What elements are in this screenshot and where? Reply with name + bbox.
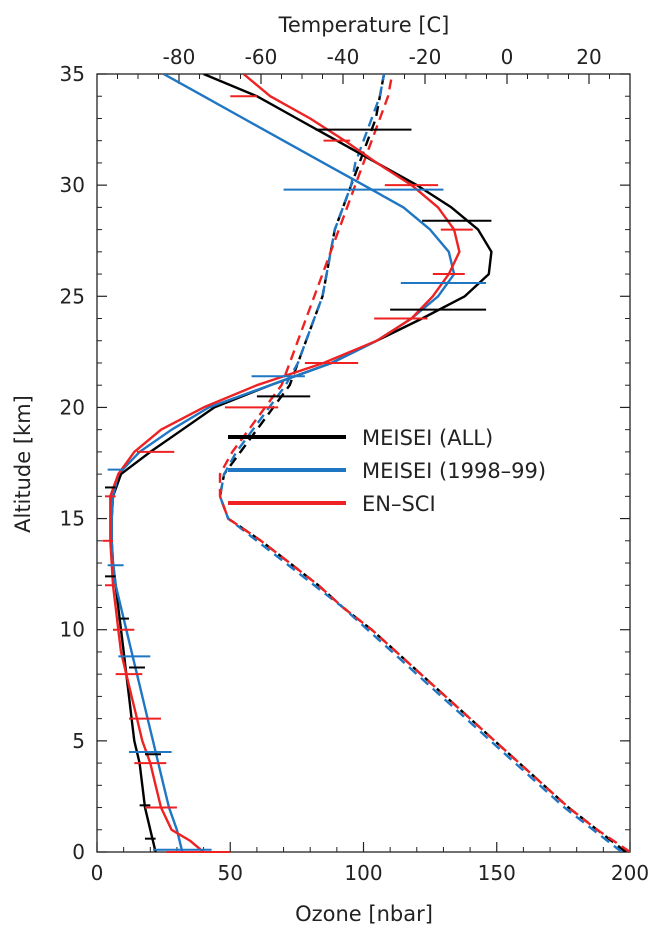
x-top-tick-label: -80 [163, 45, 196, 69]
y-tick-label: 35 [60, 62, 85, 86]
x-top-tick-label: -60 [245, 45, 278, 69]
y-tick-label: 0 [72, 840, 85, 864]
ozone-lines-group [109, 74, 493, 852]
x-bottom-axis-title: Ozone [nbar] [295, 902, 433, 926]
ozone-line [110, 74, 493, 852]
x-top-tick-label: 0 [501, 45, 514, 69]
y-tick-label: 15 [60, 507, 85, 531]
error-bars-group [102, 95, 492, 853]
y-axis-title: Altitude [km] [11, 395, 35, 533]
x-top-tick-label: -20 [409, 45, 442, 69]
legend-label: MEISEI (ALL) [362, 426, 493, 450]
x-bottom-tick-label: 0 [91, 861, 104, 885]
temperature-line [218, 74, 623, 852]
legend-label: EN–SCI [362, 492, 436, 516]
y-tick-label: 20 [60, 395, 85, 419]
temperature-lines-group [218, 74, 630, 852]
ozone-line [110, 74, 456, 852]
axes-frame-group [96, 73, 631, 853]
y-tick-label: 30 [60, 173, 85, 197]
y-tick-label: 10 [60, 618, 85, 642]
y-tick-label: 5 [72, 729, 85, 753]
x-top-tick-label: 20 [576, 45, 601, 69]
temperature-line [218, 74, 630, 852]
temperature-line [218, 74, 627, 852]
legend-label: MEISEI (1998–99) [362, 459, 546, 483]
y-tick-label: 25 [60, 284, 85, 308]
x-bottom-tick-label: 50 [218, 861, 243, 885]
x-bottom-tick-label: 100 [344, 861, 382, 885]
x-bottom-tick-label: 150 [478, 861, 516, 885]
x-top-axis-title: Temperature [C] [278, 13, 450, 37]
ozone-line [109, 74, 461, 852]
legend: MEISEI (ALL) MEISEI (1998–99) EN–SCI [228, 426, 546, 516]
x-bottom-tick-label: 200 [611, 861, 649, 885]
axis-labels-group: Temperature [C] Ozone [nbar] Altitude [k… [11, 13, 649, 926]
x-top-tick-label: -40 [327, 45, 360, 69]
